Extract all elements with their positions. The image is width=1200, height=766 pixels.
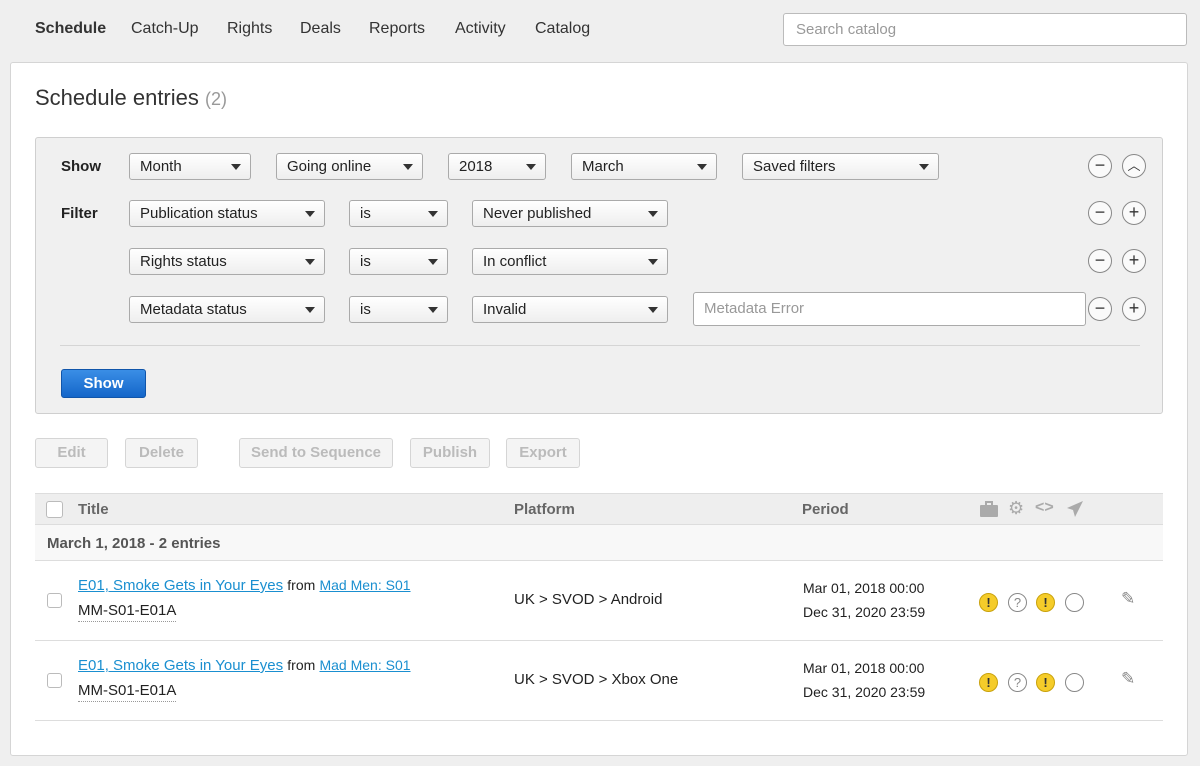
nav-rights[interactable]: Rights [227, 20, 273, 37]
show-button[interactable]: Show [61, 369, 146, 398]
empty-circle-icon[interactable] [1065, 673, 1084, 692]
group-label: March 1, 2018 - 2 entries [47, 535, 221, 552]
table-row: E01, Smoke Gets in Your Eyes from Mad Me… [35, 641, 1163, 721]
period-start: Mar 01, 2018 00:00 [803, 580, 925, 596]
divider [60, 345, 1140, 346]
table-row: E01, Smoke Gets in Your Eyes from Mad Me… [35, 561, 1163, 641]
filter-field-select[interactable]: Rights status [129, 248, 325, 275]
warning-icon[interactable]: ! [1036, 673, 1055, 692]
table-header: Title Platform Period ⚙ <> [35, 493, 1163, 525]
minus-icon[interactable]: − [1088, 154, 1112, 178]
warning-icon[interactable]: ! [979, 593, 998, 612]
entry-count: (2) [205, 89, 228, 109]
period-end: Dec 31, 2020 23:59 [803, 604, 926, 620]
empty-circle-icon[interactable] [1065, 593, 1084, 612]
filter-field-select[interactable]: Publication status [129, 200, 325, 227]
pencil-icon[interactable]: ✎ [1121, 589, 1136, 608]
question-icon[interactable]: ? [1008, 593, 1027, 612]
edit-button[interactable]: Edit [35, 438, 108, 468]
page-title: Schedule entries (2) [35, 85, 227, 111]
entry-id: MM-S01-E01A [78, 682, 177, 702]
page-title-text: Schedule entries [35, 85, 199, 110]
event-select[interactable]: Going online [276, 153, 423, 180]
filter-op-select[interactable]: is [349, 200, 448, 227]
row-checkbox[interactable] [47, 593, 62, 608]
month-select[interactable]: March [571, 153, 717, 180]
pencil-icon[interactable]: ✎ [1121, 669, 1136, 688]
minus-icon[interactable]: − [1088, 249, 1112, 273]
filter-box [35, 137, 1163, 414]
from-text: from [287, 577, 316, 593]
nav-catalog[interactable]: Catalog [535, 20, 591, 37]
chevron-up-icon[interactable]: ︿ [1122, 154, 1146, 178]
warning-icon[interactable]: ! [1036, 593, 1055, 612]
filter-value-select[interactable]: Invalid [472, 296, 668, 323]
code-icon: <> [1035, 499, 1054, 516]
briefcase-icon [980, 501, 998, 517]
period-end: Dec 31, 2020 23:59 [803, 684, 926, 700]
search-input[interactable]: Search catalog [783, 13, 1187, 46]
filter-op-select[interactable]: is [349, 296, 448, 323]
col-period[interactable]: Period [802, 501, 849, 518]
saved-filters-select[interactable]: Saved filters [742, 153, 939, 180]
nav-schedule[interactable]: Schedule [35, 20, 107, 37]
send-icon [1067, 501, 1083, 517]
platform: UK > SVOD > Android [514, 591, 663, 608]
col-title[interactable]: Title [78, 501, 109, 518]
plus-icon[interactable]: + [1122, 249, 1146, 273]
series-link[interactable]: Mad Men: S01 [319, 577, 411, 593]
plus-icon[interactable]: + [1122, 297, 1146, 321]
filter-value-select[interactable]: In conflict [472, 248, 668, 275]
nav-activity[interactable]: Activity [455, 20, 506, 37]
minus-icon[interactable]: − [1088, 201, 1112, 225]
platform: UK > SVOD > Xbox One [514, 671, 679, 688]
show-label: Show [61, 158, 101, 175]
metadata-error-input[interactable]: Metadata Error [693, 292, 1086, 326]
nav-reports[interactable]: Reports [369, 20, 426, 37]
filter-value-select[interactable]: Never published [472, 200, 668, 227]
filter-field-select[interactable]: Metadata status [129, 296, 325, 323]
group-header: March 1, 2018 - 2 entries [35, 525, 1163, 561]
nav-deals[interactable]: Deals [300, 20, 341, 37]
minus-icon[interactable]: − [1088, 297, 1112, 321]
episode-link[interactable]: E01, Smoke Gets in Your Eyes [78, 657, 284, 674]
export-button[interactable]: Export [506, 438, 580, 468]
col-platform[interactable]: Platform [514, 501, 575, 518]
select-all-checkbox[interactable] [46, 501, 63, 518]
warning-icon[interactable]: ! [979, 673, 998, 692]
entry-id: MM-S01-E01A [78, 602, 177, 622]
row-checkbox[interactable] [47, 673, 62, 688]
nav-catch-up[interactable]: Catch-Up [131, 20, 199, 37]
send-to-sequence-button[interactable]: Send to Sequence [239, 438, 393, 468]
delete-button[interactable]: Delete [125, 438, 198, 468]
filter-op-select[interactable]: is [349, 248, 448, 275]
period-select[interactable]: Month [129, 153, 251, 180]
period-start: Mar 01, 2018 00:00 [803, 660, 925, 676]
from-text: from [287, 657, 316, 673]
publish-button[interactable]: Publish [410, 438, 490, 468]
gear-icon: ⚙ [1008, 498, 1025, 518]
episode-link[interactable]: E01, Smoke Gets in Your Eyes [78, 577, 284, 594]
series-link[interactable]: Mad Men: S01 [319, 657, 411, 673]
year-select[interactable]: 2018 [448, 153, 546, 180]
filter-label: Filter [61, 205, 98, 222]
plus-icon[interactable]: + [1122, 201, 1146, 225]
question-icon[interactable]: ? [1008, 673, 1027, 692]
